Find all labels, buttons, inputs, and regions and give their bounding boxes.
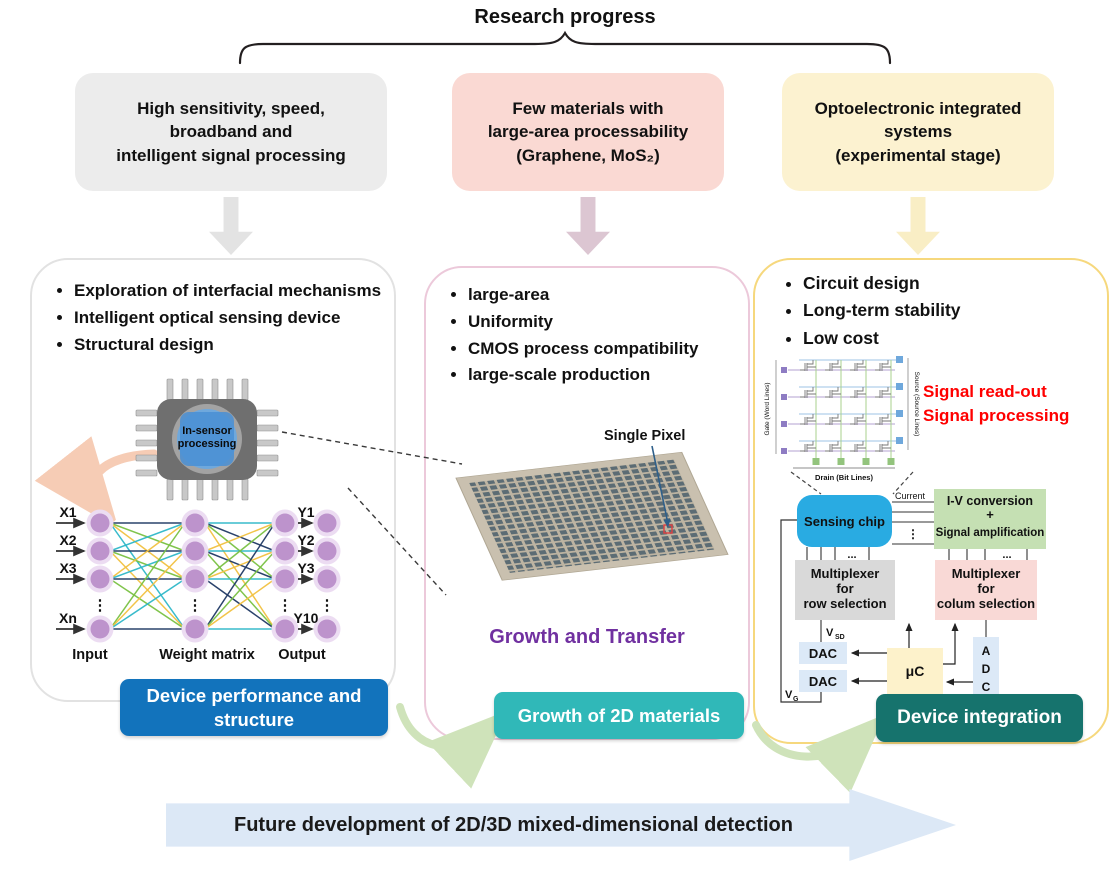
- mcu-label: μC: [906, 663, 925, 679]
- topic-box-materials: Few materials with large-area processabi…: [452, 73, 724, 191]
- nn-input-label: X3: [59, 560, 76, 576]
- signal-amplification-label: Signal amplification: [936, 527, 1045, 539]
- nn-output-label: Y3: [297, 560, 314, 576]
- nn-layer-label: Input: [72, 647, 108, 663]
- future-development-text: Future development of 2D/3D mixed-dimens…: [234, 813, 793, 836]
- mux-col-label: for: [977, 581, 994, 596]
- chip-label: In-sensor processing: [177, 425, 237, 451]
- nn-dots: ⋮: [188, 597, 203, 614]
- curly-brace: [238, 30, 892, 65]
- down-arrow-icon: [566, 197, 610, 255]
- panel-device-integration: Circuit design Long-term stability Low c…: [753, 258, 1109, 744]
- footer-growth-2d: Growth of 2D materials: [494, 692, 744, 739]
- pixel-array-image: Single Pixel: [455, 428, 729, 581]
- nn-dots: ⋮: [320, 597, 335, 614]
- figure-title: Research progress: [474, 6, 656, 28]
- bullet-item: Uniformity: [468, 311, 758, 333]
- bullet-item: large-area: [468, 284, 758, 306]
- bullet-item: Low cost: [803, 327, 1113, 349]
- neural-network-diagram: X1 X2 X3 Xn Y1 Y2 Y3 Y10 ⋮ ⋮ ⋮ ⋮ Input W…: [56, 504, 341, 663]
- topic-box-systems: Optoelectronic integrated systems (exper…: [782, 73, 1054, 191]
- readout-circuit-diagram: Gate (Word Lines) Source (Source Lines) …: [764, 356, 1046, 703]
- green-flow-arrow: [396, 703, 500, 771]
- current-label: Current: [895, 491, 926, 501]
- iv-conversion-label: I-V conversion: [947, 494, 1033, 508]
- down-arrow-icon: [209, 197, 253, 255]
- nn-output-label: Y2: [297, 532, 314, 548]
- sensing-chip-label: Sensing chip: [804, 514, 885, 529]
- bullet-item: Structural design: [74, 334, 404, 356]
- nn-layer-label: Output: [278, 647, 326, 663]
- vg-label: V: [785, 689, 793, 701]
- drain-lines-label: Drain (Bit Lines): [815, 473, 873, 482]
- nn-input-label: Xn: [59, 610, 77, 626]
- bullet-item: Exploration of interfacial mechanisms: [74, 280, 404, 302]
- adc-letter: C: [982, 680, 991, 694]
- dac-label: DAC: [809, 646, 838, 661]
- nn-output-label: Y10: [294, 610, 319, 626]
- nn-input-label: X1: [59, 504, 76, 520]
- nn-output-label: Y1: [297, 504, 314, 520]
- vsd-sub: SD: [835, 634, 845, 641]
- future-development-arrow: Future development of 2D/3D mixed-dimens…: [166, 789, 956, 861]
- footer-device-integration: Device integration: [876, 694, 1083, 742]
- nn-input-label: X2: [59, 532, 76, 548]
- mux-row-label: for: [836, 581, 853, 596]
- bullet-item: CMOS process compatibility: [468, 338, 758, 360]
- nn-dots: ⋮: [278, 597, 293, 614]
- footer-device-performance: Device performance and structure: [120, 679, 388, 736]
- processor-chip-icon: [135, 378, 279, 501]
- bullet-item: large-scale production: [468, 364, 758, 386]
- middle-bullet-list: large-area Uniformity CMOS process compa…: [444, 284, 758, 391]
- down-arrow-icon: [896, 197, 940, 255]
- signal-notes: Signal read-out Signal processing: [923, 380, 1069, 428]
- bullet-item: Long-term stability: [803, 299, 1113, 321]
- adc-letter: A: [982, 644, 991, 658]
- panel-growth-2d: large-area Uniformity CMOS process compa…: [424, 266, 750, 740]
- panel-device-performance: Exploration of interfacial mechanisms In…: [30, 258, 396, 702]
- bullet-item: Circuit design: [803, 272, 1113, 294]
- mux-col-label: colum selection: [937, 596, 1035, 611]
- mux-row-label: Multiplexer: [811, 566, 880, 581]
- left-bullet-list: Exploration of interfacial mechanisms In…: [50, 280, 404, 360]
- growth-transfer-caption: Growth and Transfer: [489, 626, 685, 648]
- nn-dots: ⋮: [93, 597, 108, 614]
- adc-letter: D: [982, 662, 991, 676]
- mux-row-label: row selection: [803, 596, 886, 611]
- vdots: ⋮: [907, 527, 919, 541]
- single-pixel-label: Single Pixel: [604, 428, 685, 444]
- gate-lines-label: Gate (Word Lines): [764, 383, 771, 436]
- right-bullet-list: Circuit design Long-term stability Low c…: [779, 272, 1113, 354]
- vsd-label: V: [826, 627, 834, 639]
- iv-plus-label: +: [986, 507, 994, 522]
- dac-label: DAC: [809, 674, 838, 689]
- vg-sub: G: [793, 696, 799, 703]
- topic-box-performance: High sensitivity, speed, broadband and i…: [75, 73, 387, 191]
- source-lines-label: Source (Source Lines): [913, 372, 920, 437]
- signal-note-line: Signal processing: [923, 405, 1070, 425]
- green-flow-arrow: [752, 703, 881, 775]
- bullet-item: Intelligent optical sensing device: [74, 307, 404, 329]
- dashed-connector-lines: [281, 431, 463, 596]
- mux-col-label: Multiplexer: [952, 566, 1021, 581]
- hdots: ...: [847, 549, 856, 561]
- nn-layer-label: Weight matrix: [159, 647, 255, 663]
- hdots: ...: [1002, 549, 1011, 561]
- signal-note-line: Signal read-out: [923, 382, 1047, 401]
